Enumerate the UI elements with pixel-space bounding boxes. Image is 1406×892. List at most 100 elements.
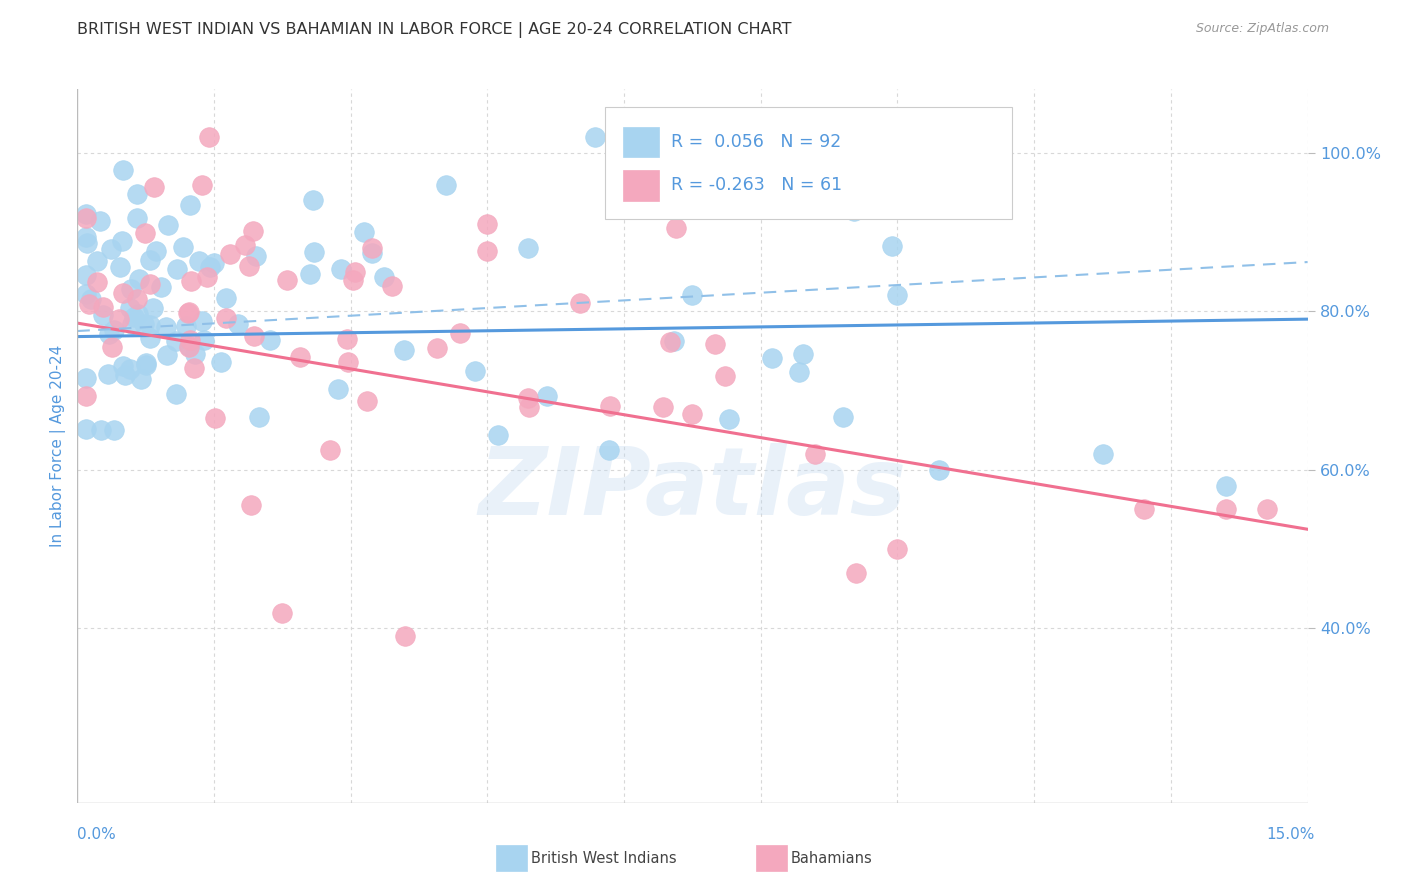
Point: [598, 443, 620, 458]
Point: [100, 242, 122, 256]
Point: [329, 262, 352, 277]
Point: [129, 372, 152, 386]
Point: [89, 214, 111, 228]
Point: [682, 288, 704, 302]
Point: [392, 343, 415, 357]
Point: [394, 629, 416, 643]
Point: [1256, 502, 1278, 516]
Point: [651, 400, 673, 414]
Point: [832, 410, 855, 425]
Point: [209, 354, 232, 368]
Point: [111, 234, 134, 248]
Point: [156, 348, 179, 362]
Point: [517, 241, 540, 255]
Text: Bahamians: Bahamians: [790, 851, 872, 865]
Point: [90, 423, 112, 437]
Point: [536, 388, 558, 402]
Point: [276, 273, 298, 287]
Point: [86, 276, 108, 290]
Point: [704, 336, 727, 351]
Point: [243, 329, 266, 343]
Point: [238, 259, 260, 273]
Point: [75, 207, 97, 221]
Point: [658, 334, 681, 349]
Point: [75, 211, 97, 225]
Point: [373, 270, 395, 285]
Point: [337, 355, 360, 369]
Text: British West Indians: British West Indians: [531, 851, 678, 865]
Point: [139, 331, 162, 345]
Text: BRITISH WEST INDIAN VS BAHAMIAN IN LABOR FORCE | AGE 20-24 CORRELATION CHART: BRITISH WEST INDIAN VS BAHAMIAN IN LABOR…: [77, 22, 792, 38]
Point: [114, 368, 136, 383]
Point: [120, 301, 142, 315]
Point: [215, 291, 238, 305]
Point: [302, 194, 325, 208]
Point: [717, 412, 740, 426]
Point: [804, 447, 827, 461]
Point: [111, 359, 134, 373]
Point: [174, 319, 197, 334]
Point: [599, 400, 621, 414]
Point: [134, 227, 156, 241]
Point: [662, 334, 685, 349]
Point: [125, 211, 148, 226]
Point: [204, 411, 226, 425]
Point: [215, 310, 238, 325]
Point: [517, 400, 540, 414]
Point: [302, 244, 325, 259]
Point: [103, 323, 125, 337]
Point: [155, 320, 177, 334]
Point: [125, 292, 148, 306]
Point: [682, 407, 704, 421]
Point: [165, 334, 187, 348]
Point: [336, 332, 359, 346]
Point: [156, 219, 179, 233]
Point: [486, 428, 509, 442]
Point: [792, 347, 814, 361]
Point: [426, 341, 449, 355]
Point: [179, 198, 201, 212]
Point: [125, 187, 148, 202]
Point: [245, 248, 267, 262]
Point: [195, 270, 218, 285]
Point: [356, 394, 378, 409]
Point: [91, 300, 114, 314]
Point: [361, 241, 384, 255]
Point: [172, 240, 194, 254]
Point: [787, 365, 810, 379]
Point: [86, 253, 108, 268]
Point: [583, 129, 606, 144]
Point: [880, 239, 903, 253]
Point: [353, 225, 375, 239]
Point: [80, 292, 103, 306]
Point: [183, 361, 205, 376]
Point: [97, 367, 120, 381]
Point: [139, 318, 162, 332]
Point: [191, 178, 214, 192]
Point: [142, 301, 165, 315]
Point: [259, 333, 281, 347]
Point: [188, 254, 211, 268]
Point: [166, 387, 188, 401]
Point: [177, 340, 200, 354]
Point: [150, 280, 173, 294]
Point: [665, 220, 688, 235]
Point: [477, 244, 499, 259]
Point: [111, 286, 134, 301]
Point: [121, 317, 143, 331]
Point: [928, 463, 950, 477]
Point: [202, 255, 225, 269]
Point: [193, 333, 215, 347]
Text: 0.0%: 0.0%: [77, 827, 117, 841]
Point: [128, 271, 150, 285]
Point: [76, 236, 98, 251]
Point: [326, 383, 349, 397]
Point: [886, 542, 908, 557]
Point: [477, 218, 499, 232]
Point: [138, 277, 160, 291]
Point: [344, 265, 367, 279]
Text: 15.0%: 15.0%: [1267, 827, 1315, 841]
Point: [1215, 478, 1237, 492]
Point: [842, 203, 865, 218]
Text: ZIPatlas: ZIPatlas: [478, 442, 907, 535]
